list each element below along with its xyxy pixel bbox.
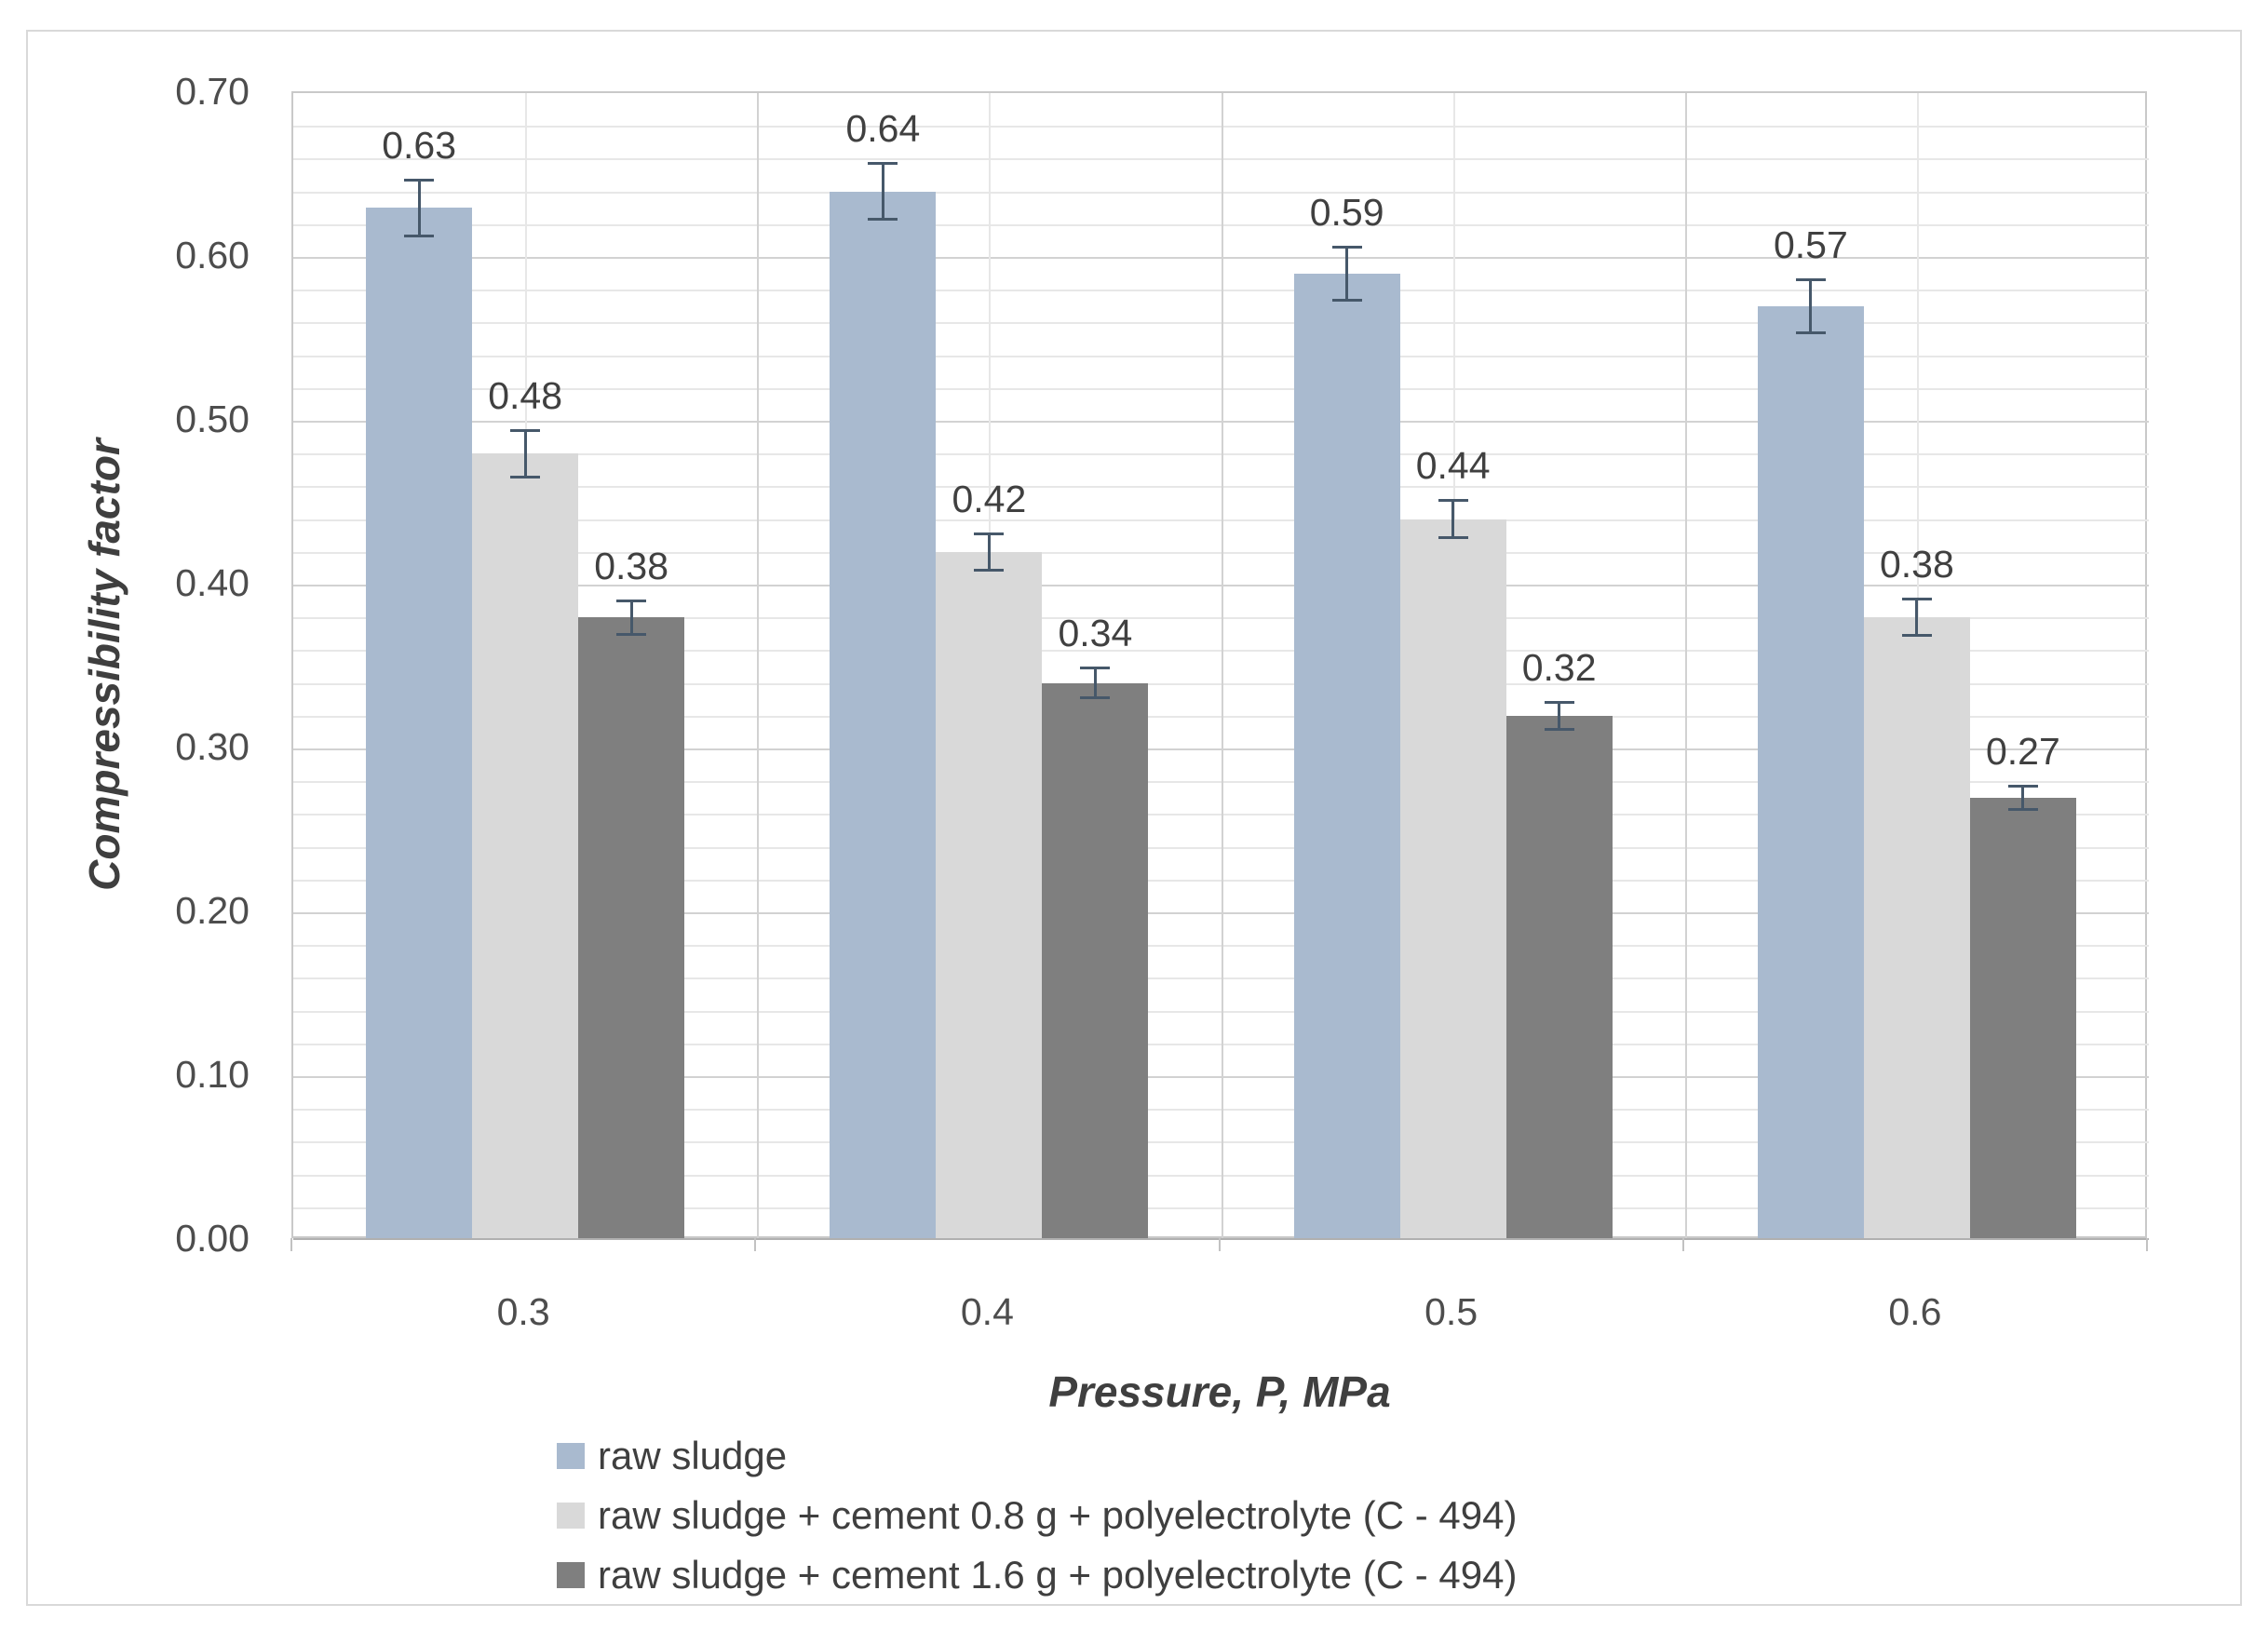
error-bar-cap-top: [1331, 245, 1362, 249]
error-bar-cap-bottom: [1331, 298, 1362, 302]
x-tick-label: 0.4: [960, 1290, 1014, 1333]
value-label: 0.64: [845, 106, 921, 150]
bar: [936, 551, 1043, 1240]
bar: [578, 617, 685, 1240]
error-bar-cap-top: [510, 428, 541, 432]
error-bar-whisker: [1915, 598, 1919, 638]
x-axis-tick-mark: [290, 1238, 292, 1251]
value-label: 0.44: [1415, 444, 1491, 488]
value-label: 0.63: [382, 123, 457, 167]
error-bar-cap-bottom: [1901, 634, 1932, 638]
error-bar-cap-top: [1438, 499, 1468, 503]
x-axis-tick-mark: [1218, 1238, 1221, 1251]
error-bar-whisker: [1558, 700, 1561, 731]
y-tick-label: 0.60: [175, 234, 250, 276]
error-bar-whisker: [987, 532, 991, 572]
y-tick-label: 0.40: [175, 561, 250, 604]
value-label: 0.34: [1058, 612, 1133, 654]
bar: [1399, 519, 1506, 1240]
legend-swatch-series-1: [557, 1503, 585, 1529]
error-bar-cap-top: [2007, 784, 2038, 788]
value-label: 0.32: [1521, 645, 1597, 689]
legend-swatch-series-0: [557, 1443, 585, 1469]
bar: [1863, 617, 1970, 1240]
bar: [1042, 682, 1149, 1240]
legend-label-series-1: raw sludge + cement 0.8 g + polyelectrol…: [598, 1493, 1518, 1537]
error-bar-cap-top: [1544, 700, 1574, 704]
value-label: 0.59: [1309, 190, 1384, 234]
error-bar-cap-top: [404, 178, 435, 182]
y-tick-label: 0.00: [175, 1217, 250, 1260]
error-bar-whisker: [1093, 667, 1097, 700]
value-label: 0.42: [952, 477, 1027, 520]
error-bar-whisker: [2021, 784, 2025, 811]
gridline-v-major: [1221, 93, 1223, 1240]
plot-area: 0.63 0.48 0.38 0.64 0.42 0.34 0.59 0.44 0.32 0.57…: [291, 91, 2149, 1240]
y-tick-label: 0.30: [175, 725, 250, 768]
x-axis-line: [293, 1238, 2149, 1240]
bar: [1969, 797, 2076, 1240]
value-label: 0.38: [1879, 543, 1954, 586]
legend-item-raw-sludge: raw sludge: [557, 1426, 1518, 1486]
legend: raw sludge raw sludge + cement 0.8 g + p…: [557, 1426, 1518, 1605]
error-bar-whisker: [523, 428, 527, 479]
error-bar-whisker: [417, 178, 421, 237]
error-bar-cap-bottom: [1438, 535, 1468, 539]
error-bar-whisker: [629, 599, 633, 636]
legend-swatch-series-2: [557, 1562, 585, 1588]
error-bar-cap-bottom: [1080, 696, 1111, 700]
x-axis-tick-mark: [754, 1238, 757, 1251]
x-tick-label: 0.3: [496, 1290, 550, 1333]
x-axis-title: Pressure, P, MPa: [1048, 1368, 1391, 1416]
value-label: 0.27: [1985, 729, 2060, 773]
legend-label-series-0: raw sludge: [598, 1434, 788, 1477]
error-bar-whisker: [1451, 499, 1455, 539]
error-bar-cap-top: [868, 161, 898, 165]
y-tick-label: 0.50: [175, 398, 250, 440]
error-bar-cap-bottom: [1544, 727, 1574, 731]
error-bar-cap-bottom: [974, 568, 1005, 572]
x-tick-label: 0.5: [1424, 1290, 1478, 1333]
y-tick-label: 0.20: [175, 889, 250, 932]
x-axis-tick-mark: [1681, 1238, 1684, 1251]
y-axis-title: Compressibility factor: [80, 438, 128, 891]
gridline-v-major: [1684, 93, 1687, 1240]
bar: [1505, 715, 1613, 1240]
legend-item-cement-1-6g: raw sludge + cement 1.6 g + polyelectrol…: [557, 1545, 1518, 1605]
bar: [830, 191, 937, 1240]
error-bar-cap-bottom: [510, 475, 541, 479]
value-label: 0.57: [1773, 222, 1848, 266]
error-bar-whisker: [1345, 245, 1349, 302]
bar: [472, 453, 579, 1240]
x-tick-label: 0.6: [1888, 1290, 1942, 1333]
error-bar-cap-top: [1080, 667, 1111, 669]
value-label: 0.48: [488, 373, 563, 417]
legend-item-cement-0-8g: raw sludge + cement 0.8 g + polyelectrol…: [557, 1486, 1518, 1545]
x-axis-tick-mark: [2146, 1238, 2148, 1251]
error-bar-whisker: [881, 161, 884, 222]
error-bar-cap-bottom: [616, 632, 647, 636]
bar: [1757, 305, 1864, 1240]
chart-frame-border: [26, 30, 2242, 1606]
error-bar-whisker: [1809, 277, 1813, 334]
error-bar-cap-top: [1901, 598, 1932, 601]
bar: [1293, 273, 1400, 1240]
error-bar-cap-bottom: [2007, 807, 2038, 811]
error-bar-cap-top: [974, 532, 1005, 535]
error-bar-cap-bottom: [868, 218, 898, 222]
legend-label-series-2: raw sludge + cement 1.6 g + polyelectrol…: [598, 1553, 1518, 1597]
error-bar-cap-top: [616, 599, 647, 602]
y-tick-label: 0.70: [175, 70, 250, 113]
error-bar-cap-top: [1795, 277, 1826, 281]
value-label: 0.38: [594, 544, 669, 587]
error-bar-cap-bottom: [404, 234, 435, 237]
error-bar-cap-bottom: [1795, 330, 1826, 334]
bar: [366, 208, 473, 1240]
gridline-v-major: [757, 93, 760, 1240]
y-tick-label: 0.10: [175, 1053, 250, 1096]
